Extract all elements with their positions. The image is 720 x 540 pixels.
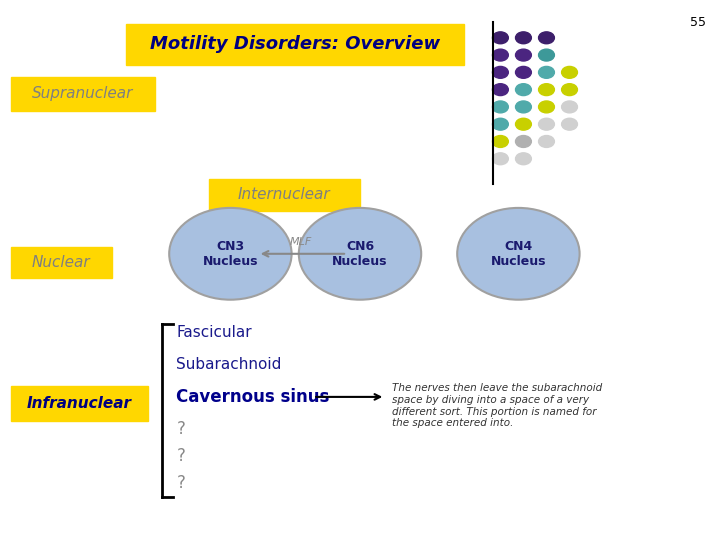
Circle shape (492, 101, 508, 113)
Circle shape (299, 208, 421, 300)
Circle shape (492, 49, 508, 61)
Text: Subarachnoid: Subarachnoid (176, 357, 282, 372)
Text: MLF: MLF (290, 237, 312, 247)
Circle shape (539, 84, 554, 96)
Text: Supranuclear: Supranuclear (32, 86, 133, 102)
Circle shape (539, 136, 554, 147)
Text: ?: ? (176, 447, 185, 465)
Circle shape (457, 208, 580, 300)
Text: Fascicular: Fascicular (176, 325, 252, 340)
Text: ?: ? (176, 474, 185, 492)
Circle shape (516, 66, 531, 78)
Circle shape (516, 32, 531, 44)
FancyBboxPatch shape (11, 77, 155, 111)
Circle shape (492, 153, 508, 165)
Text: CN4
Nucleus: CN4 Nucleus (490, 240, 546, 268)
Text: Nuclear: Nuclear (32, 255, 91, 270)
Circle shape (539, 118, 554, 130)
Circle shape (169, 208, 292, 300)
Circle shape (516, 118, 531, 130)
Circle shape (516, 136, 531, 147)
FancyBboxPatch shape (11, 386, 148, 421)
Circle shape (516, 101, 531, 113)
Circle shape (492, 66, 508, 78)
Circle shape (516, 84, 531, 96)
FancyBboxPatch shape (209, 179, 360, 211)
Text: Infranuclear: Infranuclear (27, 396, 132, 411)
Circle shape (539, 49, 554, 61)
Text: CN3
Nucleus: CN3 Nucleus (202, 240, 258, 268)
Circle shape (562, 84, 577, 96)
Circle shape (516, 153, 531, 165)
Circle shape (492, 84, 508, 96)
Circle shape (562, 101, 577, 113)
FancyBboxPatch shape (11, 247, 112, 278)
Circle shape (492, 118, 508, 130)
Text: ?: ? (176, 420, 185, 438)
Circle shape (539, 32, 554, 44)
Circle shape (539, 66, 554, 78)
Text: Cavernous sinus: Cavernous sinus (176, 388, 330, 406)
Circle shape (562, 118, 577, 130)
Circle shape (492, 32, 508, 44)
Text: CN6
Nucleus: CN6 Nucleus (332, 240, 388, 268)
Circle shape (562, 66, 577, 78)
Circle shape (539, 101, 554, 113)
Text: 55: 55 (690, 16, 706, 29)
Text: Motility Disorders: Overview: Motility Disorders: Overview (150, 35, 440, 53)
Circle shape (516, 49, 531, 61)
FancyBboxPatch shape (126, 24, 464, 65)
Circle shape (492, 136, 508, 147)
Text: Internuclear: Internuclear (238, 187, 330, 202)
Text: The nerves then leave the subarachnoid
space by diving into a space of a very
di: The nerves then leave the subarachnoid s… (392, 383, 603, 428)
